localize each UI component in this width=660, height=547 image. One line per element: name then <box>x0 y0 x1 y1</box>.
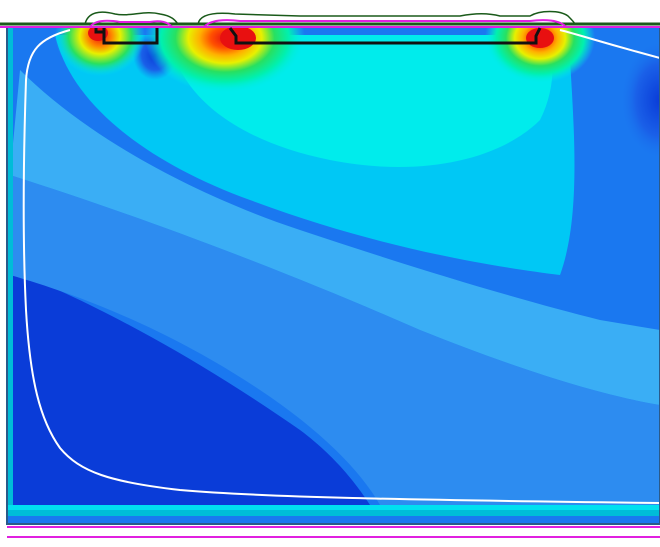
field-band-middle <box>10 70 660 405</box>
field-band-lower <box>10 175 660 505</box>
surface-passivation-outline <box>84 10 576 25</box>
depletion-boundary-contour <box>22 29 660 504</box>
surface-passivation-inner <box>89 19 567 28</box>
field-peak-contact-3 <box>485 27 595 83</box>
left-boundary-stripe <box>7 27 13 524</box>
bottom-boundary-stripe-1 <box>7 505 660 510</box>
low-field-spot-right <box>620 40 660 160</box>
electrode-right-icon <box>228 27 542 45</box>
field-peak-core-2 <box>220 27 256 50</box>
field-peak-contact-1 <box>55 27 145 76</box>
electrode-left-icon <box>94 28 159 45</box>
bottom-boundary-stripe-2 <box>7 510 660 516</box>
low-field-region-bottom-left <box>10 270 370 505</box>
device-body <box>7 27 660 524</box>
bottom-boundary-stripe-3 <box>7 516 660 524</box>
